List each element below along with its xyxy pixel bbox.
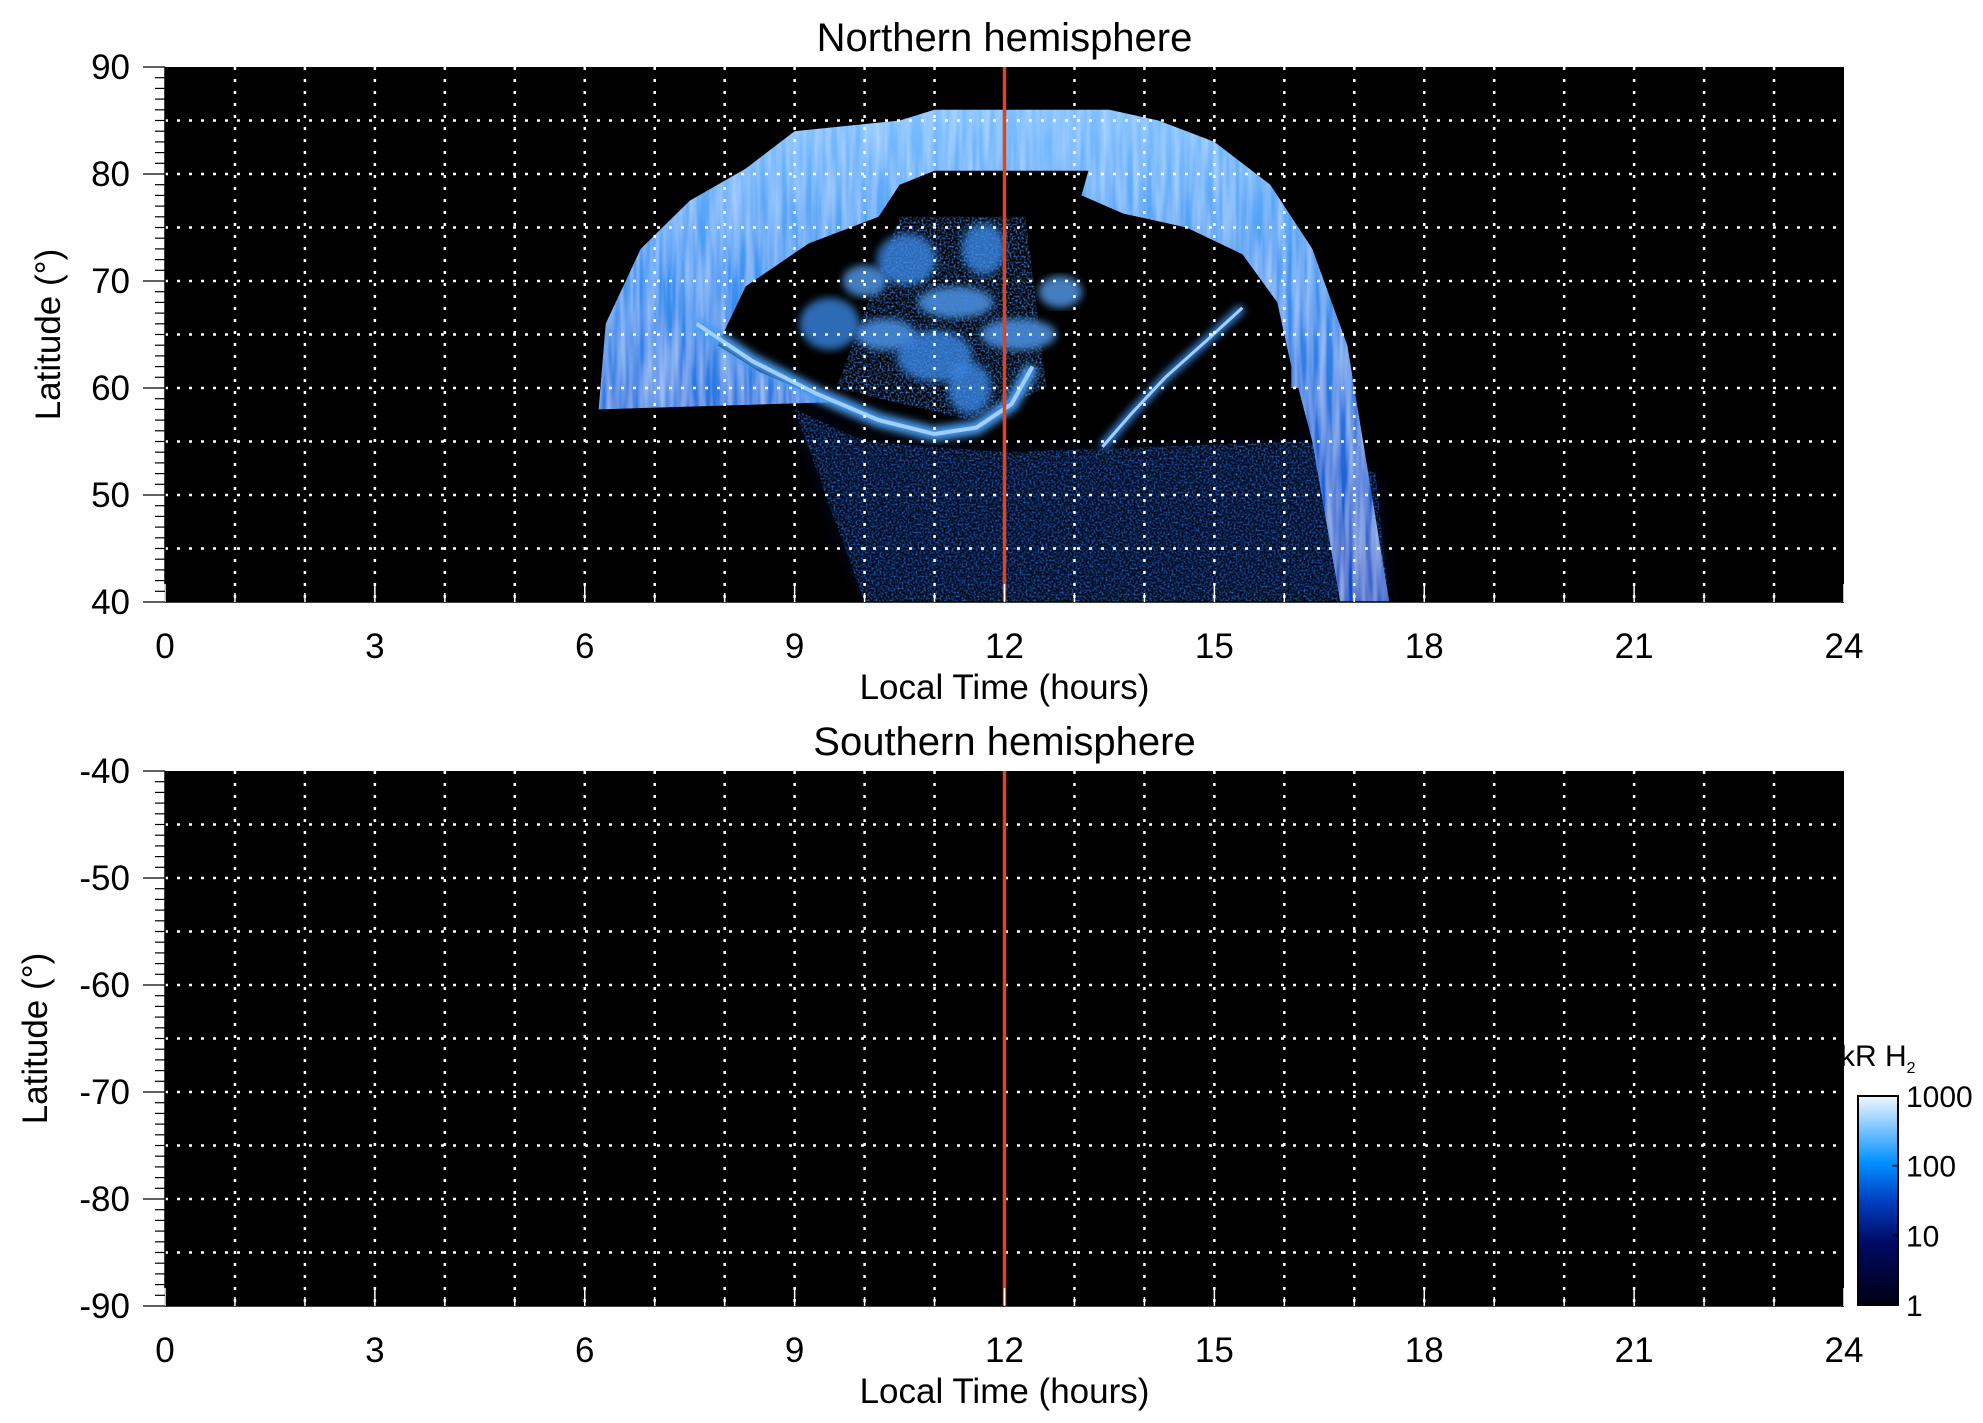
panel-title: Northern hemisphere: [817, 16, 1193, 60]
dusk-arc: [1101, 306, 1244, 448]
x-axis-label: Local Time (hours): [860, 668, 1150, 707]
colorbar-unit-label: kR H2: [1840, 1040, 1916, 1077]
colorbar-tick-label: 10: [1906, 1220, 1939, 1253]
y-axis-label: Latitude (°): [16, 953, 55, 1125]
x-tick-label: 18: [1405, 1331, 1444, 1370]
y-tick-label: 70: [91, 262, 130, 301]
x-tick-label: 15: [1195, 627, 1234, 666]
x-tick-label: 9: [785, 627, 804, 666]
x-tick-label: 24: [1825, 1331, 1864, 1370]
colorbar-tick-label: 1000: [1906, 1081, 1973, 1114]
y-tick-label: 40: [91, 583, 130, 622]
diffuse-glow: [794, 409, 1390, 602]
y-tick-label: 60: [91, 369, 130, 408]
x-tick-label: 3: [365, 1331, 384, 1370]
y-tick-label: -60: [79, 966, 130, 1005]
y-tick-label: -40: [79, 752, 130, 791]
y-tick-label: -50: [79, 859, 130, 898]
y-tick-label: -70: [79, 1073, 130, 1112]
x-tick-label: 12: [985, 627, 1024, 666]
x-tick-label: 6: [575, 1331, 594, 1370]
colorbar-unit-subscript: 2: [1907, 1060, 1916, 1077]
colorbar-tick-label: 100: [1906, 1151, 1956, 1184]
x-tick-label: 6: [575, 627, 594, 666]
x-tick-label: 21: [1615, 627, 1654, 666]
northern-panel: 0 3 6 9 12 15 18 21 24 40 50 60 70 80 90 Northern hemis…: [29, 16, 1863, 707]
y-tick-label: 90: [91, 48, 130, 87]
x-tick-label: 3: [365, 627, 384, 666]
x-tick-label: 18: [1405, 627, 1444, 666]
colorbar-gradient: [1857, 1095, 1899, 1306]
x-axis-label: Local Time (hours): [860, 1372, 1150, 1411]
y-tick-label: -90: [79, 1287, 130, 1326]
emission-patch: [1038, 275, 1083, 308]
polar-cap-emission: [836, 216, 1047, 421]
colorbar: kR H2 1000 100 10 1: [1840, 1040, 1973, 1323]
x-tick-label: 9: [785, 1331, 804, 1370]
panel-title: Southern hemisphere: [813, 720, 1195, 764]
x-tick-label: 24: [1825, 627, 1864, 666]
x-tick-label: 15: [1195, 1331, 1234, 1370]
y-tick-label: 50: [91, 476, 130, 515]
southern-panel: 0 3 6 9 12 15 18 21 24 -40 -50 -60 -70 -80 -90 Southern…: [16, 720, 1863, 1411]
colorbar-tick-label: 1: [1906, 1290, 1923, 1323]
y-tick-label: 80: [91, 155, 130, 194]
x-tick-label: 12: [985, 1331, 1024, 1370]
x-tick-label: 0: [155, 627, 174, 666]
y-axis-label: Latitude (°): [29, 249, 68, 421]
aurora-image: [598, 109, 1390, 602]
y-tick-label: -80: [79, 1180, 130, 1219]
x-tick-label: 0: [155, 1331, 174, 1370]
emission-patch: [799, 297, 860, 350]
x-tick-label: 21: [1615, 1331, 1654, 1370]
